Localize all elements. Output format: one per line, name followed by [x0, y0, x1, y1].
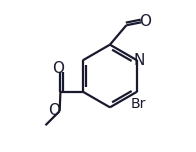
Text: N: N	[134, 53, 145, 68]
Text: O: O	[48, 103, 60, 118]
Text: O: O	[52, 61, 64, 76]
Text: Br: Br	[130, 97, 145, 111]
Text: O: O	[139, 14, 151, 29]
